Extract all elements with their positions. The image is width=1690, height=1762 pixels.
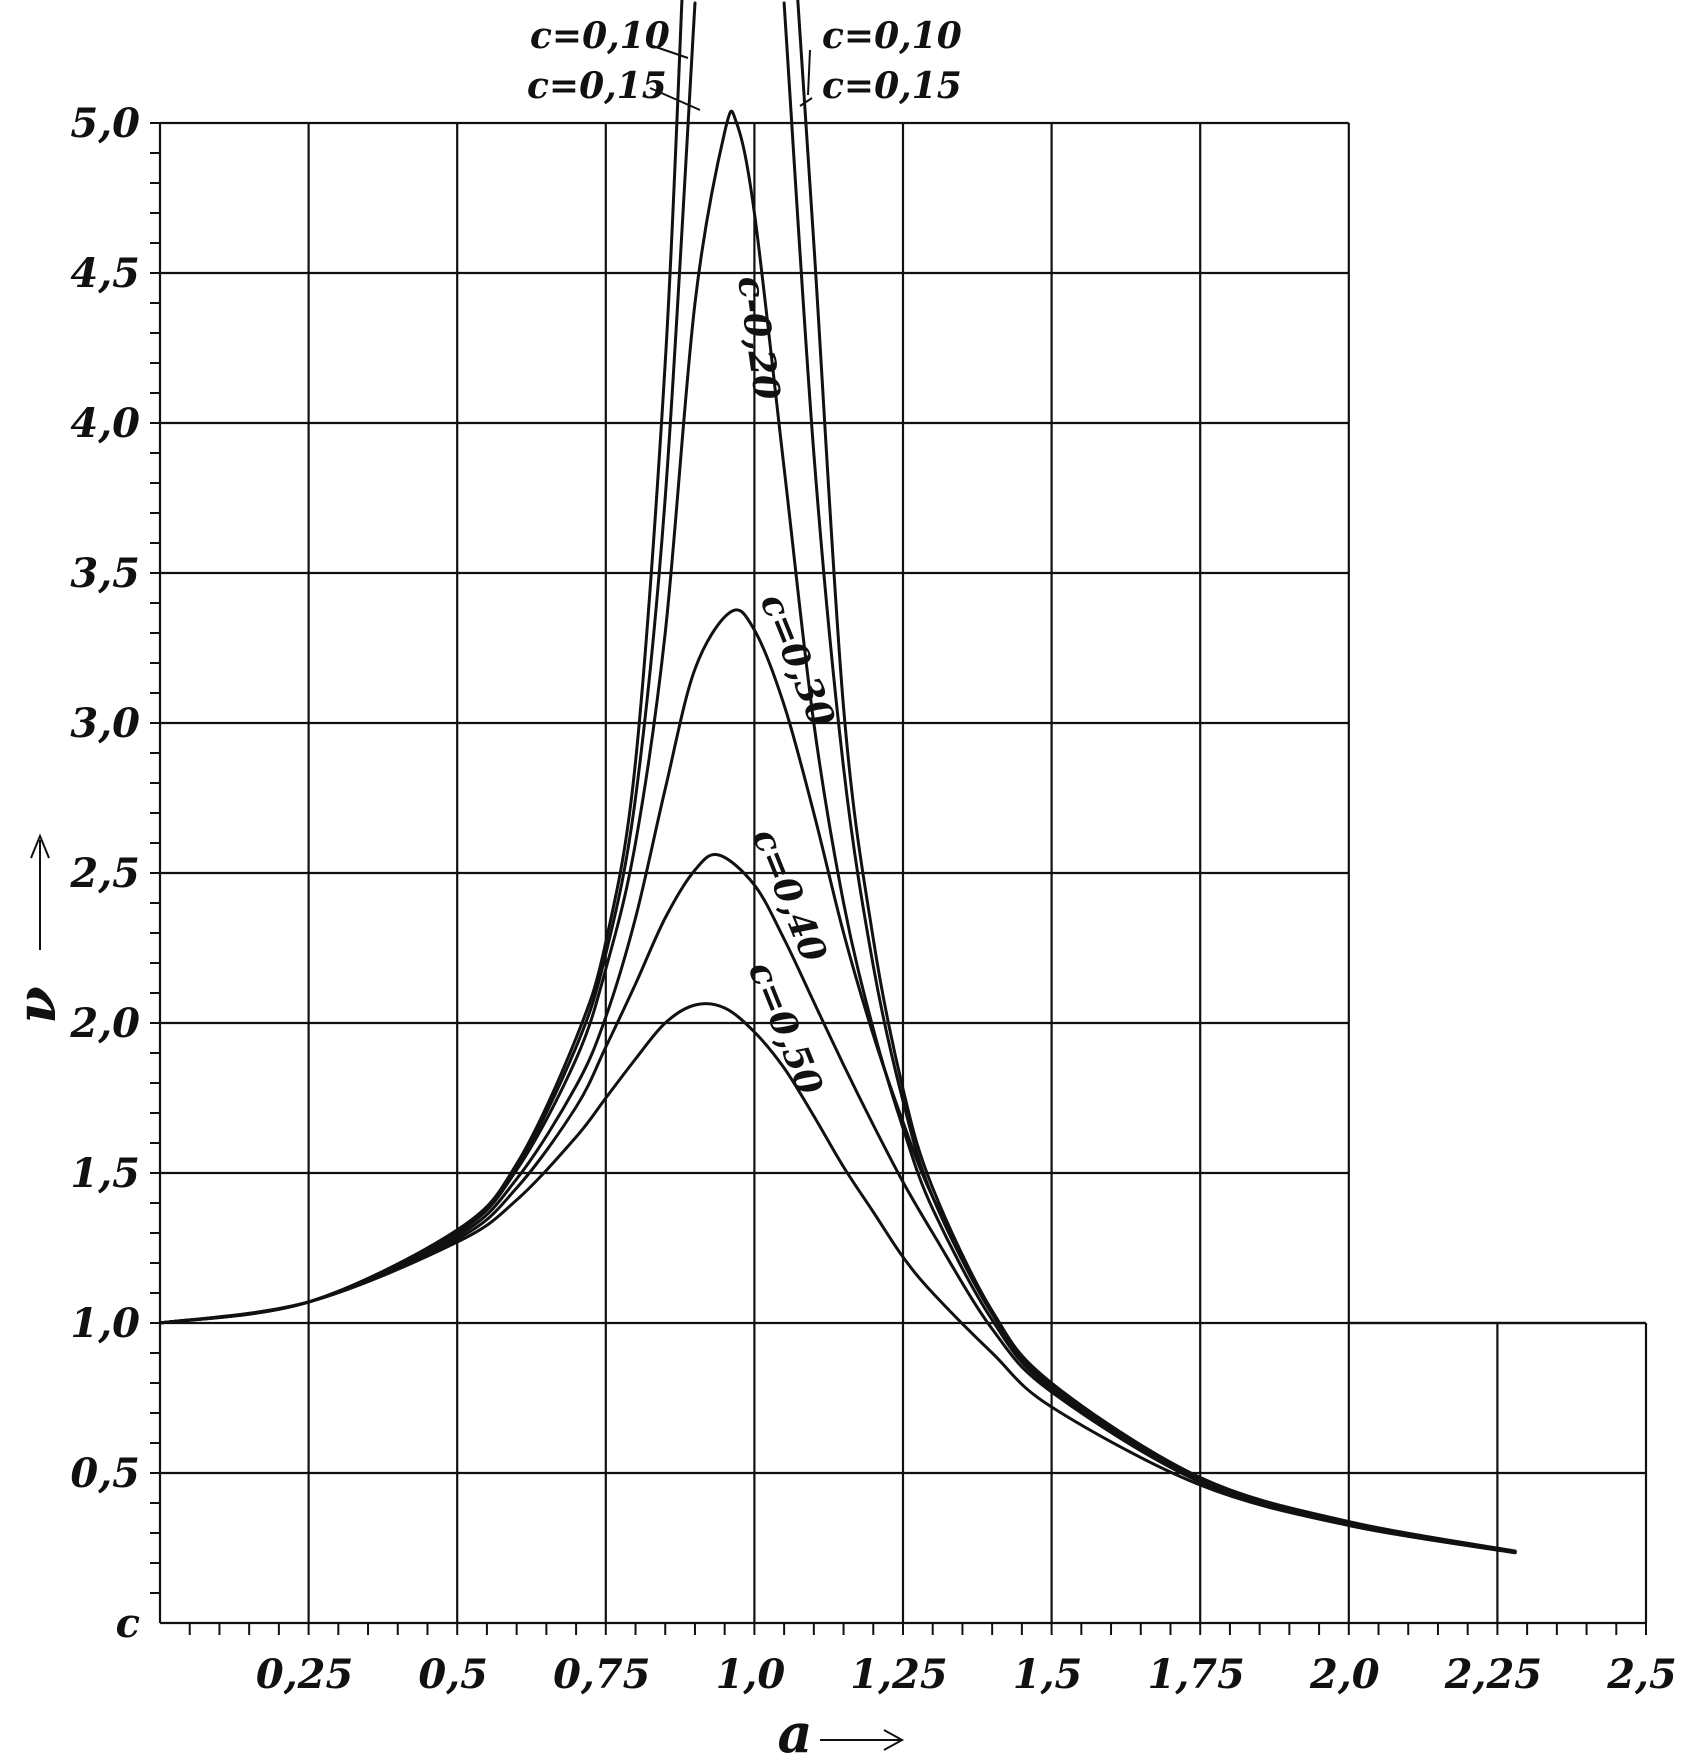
minor-ticks: [150, 122, 1647, 1635]
curve-label: c=0,10: [822, 15, 962, 57]
y-tick-label: 2,0: [69, 1000, 140, 1047]
x-axis-title: a: [778, 1701, 813, 1762]
x-tick-label: 0,5: [418, 1651, 488, 1698]
label-leaders: [649, 44, 813, 111]
x-tick-label: 0,75: [553, 1651, 650, 1698]
x-axis-arrow: [820, 1729, 905, 1751]
series-curve: [158, 1, 697, 1325]
label-leader: [649, 87, 701, 111]
curve-label: c=0,30: [752, 588, 843, 733]
x-tick-label: 2,5: [1606, 1651, 1677, 1698]
series-curve: [158, 853, 1517, 1554]
series-curve: [158, 109, 1517, 1554]
label-leader: [649, 44, 689, 59]
y-axis-title: ν: [4, 986, 68, 1023]
curve-label: c=0,10: [530, 15, 670, 57]
y-tick-label: 3,5: [70, 550, 140, 597]
label-leader: [807, 49, 811, 96]
y-tick-label: 5,0: [70, 100, 140, 147]
label-leader: [799, 97, 813, 107]
x-tick-label: 1,25: [850, 1651, 947, 1698]
curve-label: c=0,15: [822, 65, 962, 107]
y-tick-label: c: [116, 1600, 140, 1647]
y-tick-label: 3,0: [70, 700, 140, 747]
y-tick-label: 4,0: [70, 400, 140, 447]
y-tick-label: 0,5: [70, 1450, 140, 1497]
y-tick-label: 1,5: [70, 1150, 140, 1197]
curves: [158, 0, 1517, 1555]
y-axis-title-group: ν: [4, 833, 68, 1024]
y-tick-labels: c 0,5 1,0 1,5 2,0 2,5 3,0 3,5 4,0 4,5 5,0: [69, 100, 140, 1647]
series-curve: [158, 608, 1517, 1554]
x-tick-label: 2,25: [1444, 1651, 1542, 1698]
curve-labels: c=0,10c=0,15c-0,20c=0,30c=0,40c=0,50c=0,…: [527, 15, 962, 1101]
y-axis-arrow: [30, 833, 50, 950]
x-tick-label: 2,0: [1309, 1651, 1380, 1698]
x-axis-title-group: a: [778, 1701, 905, 1762]
series-curve: [158, 0, 684, 1325]
x-tick-label: 1,75: [1147, 1651, 1244, 1698]
x-tick-label: 0,25: [256, 1651, 353, 1698]
curve-label: c-0,20: [729, 273, 788, 402]
series-curve: [782, 1, 1517, 1554]
x-tick-labels: 0,25 0,5 0,75 1,0 1,25 1,5 1,75 2,0 2,25 2,5: [256, 1651, 1677, 1698]
x-tick-label: 1,5: [1013, 1651, 1083, 1698]
x-tick-label: 1,0: [716, 1651, 786, 1698]
y-tick-label: 4,5: [70, 250, 140, 297]
grid: [158, 121, 1648, 1625]
y-tick-label: 2,5: [69, 850, 140, 897]
series-curve: [158, 1002, 1517, 1555]
curve-label: c=0,15: [527, 65, 667, 107]
y-tick-label: 1,0: [70, 1300, 140, 1347]
